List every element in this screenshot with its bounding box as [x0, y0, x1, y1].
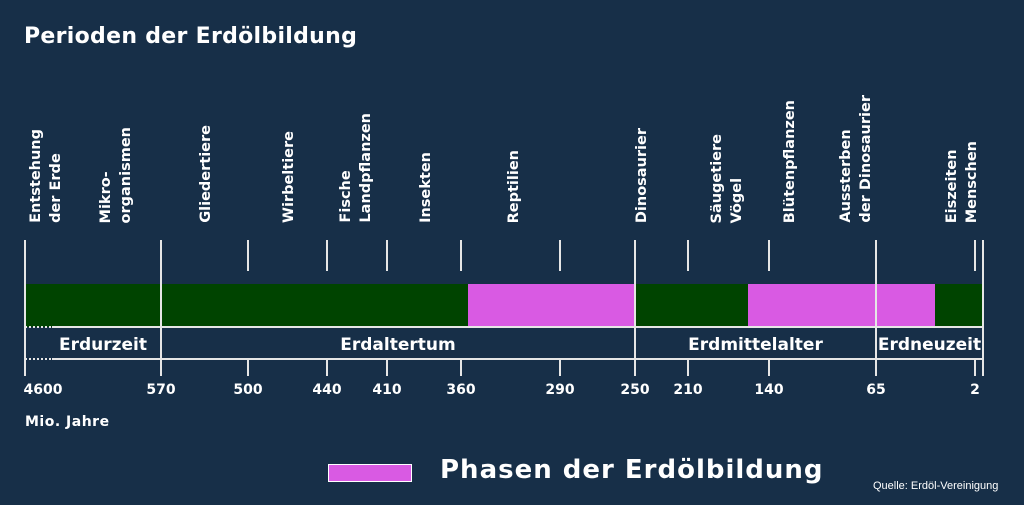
segment-normal: [935, 284, 983, 327]
tick-label: 140: [754, 382, 784, 398]
tick-label: 440: [312, 382, 342, 398]
segment-normal: [25, 284, 468, 327]
tick-label: 4600: [23, 382, 63, 398]
segment-oil: [748, 284, 935, 327]
era-label: Erdneuzeit: [877, 335, 982, 355]
era-label: Erdaltertum: [340, 335, 456, 355]
source-note: Quelle: Erdöl-Vereinigung: [873, 480, 999, 492]
era-label: Erdurzeit: [58, 335, 148, 355]
tick-label: 2: [970, 382, 980, 398]
segment-oil: [468, 284, 635, 327]
legend-label: Phasen der Erdölbildung: [440, 455, 824, 485]
unit-label: Mio. Jahre: [25, 414, 110, 430]
era-label: Erdmittelalter: [688, 335, 823, 355]
tick-label: 250: [620, 382, 650, 398]
tick-label: 500: [233, 382, 263, 398]
tick-label: 410: [372, 382, 402, 398]
tick-label: 65: [866, 382, 886, 398]
tick-label: 570: [146, 382, 176, 398]
tick-label: 210: [673, 382, 703, 398]
page-title: Perioden der Erdölbildung: [24, 24, 358, 49]
legend-swatch: [328, 464, 412, 482]
tick-label: 290: [545, 382, 575, 398]
segment-normal: [635, 284, 748, 327]
tick-label: 360: [446, 382, 476, 398]
